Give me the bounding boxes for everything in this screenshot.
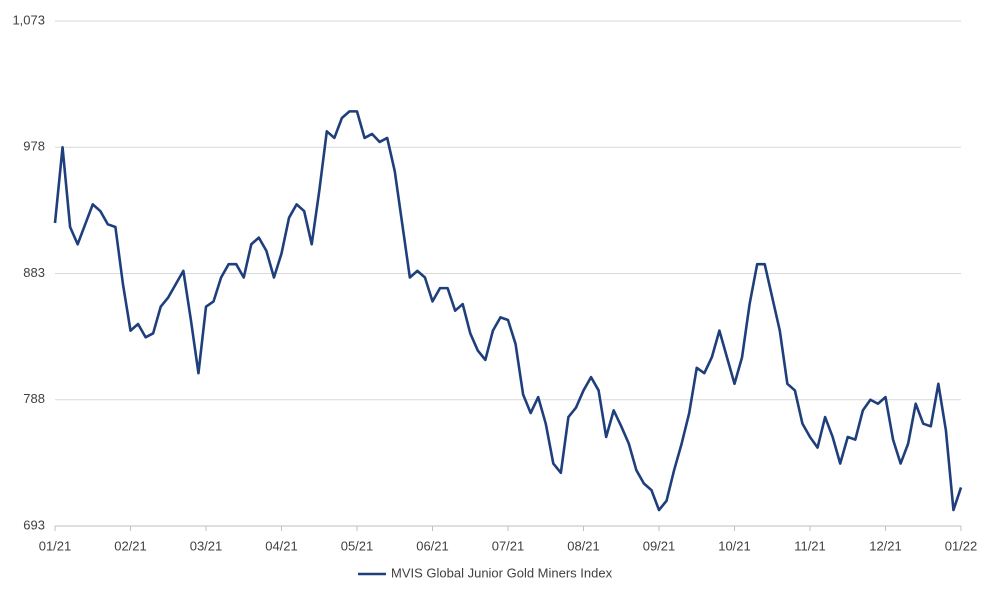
x-tick-label: 04/21 <box>265 538 298 553</box>
x-tick-label: 07/21 <box>492 538 525 553</box>
y-tick-label: 978 <box>23 139 45 154</box>
y-tick-label: 693 <box>23 517 45 532</box>
legend-label: MVIS Global Junior Gold Miners Index <box>391 565 613 580</box>
x-tick-label: 10/21 <box>718 538 751 553</box>
x-tick-label: 11/21 <box>794 538 826 553</box>
x-tick-label: 01/21 <box>39 538 72 553</box>
x-tick-label: 06/21 <box>416 538 449 553</box>
x-tick-label: 01/22 <box>945 538 978 553</box>
y-tick-label: 788 <box>23 391 45 406</box>
y-tick-label: 883 <box>23 265 45 280</box>
line-series <box>53 110 963 512</box>
x-tick-label: 05/21 <box>341 538 374 553</box>
x-tick-label: 12/21 <box>869 538 902 553</box>
y-tick-label: 1,073 <box>12 12 45 27</box>
x-tick-label: 02/21 <box>114 538 147 553</box>
x-tick-label: 09/21 <box>643 538 676 553</box>
x-tick-label: 08/21 <box>567 538 600 553</box>
x-tick-label: 03/21 <box>190 538 223 553</box>
